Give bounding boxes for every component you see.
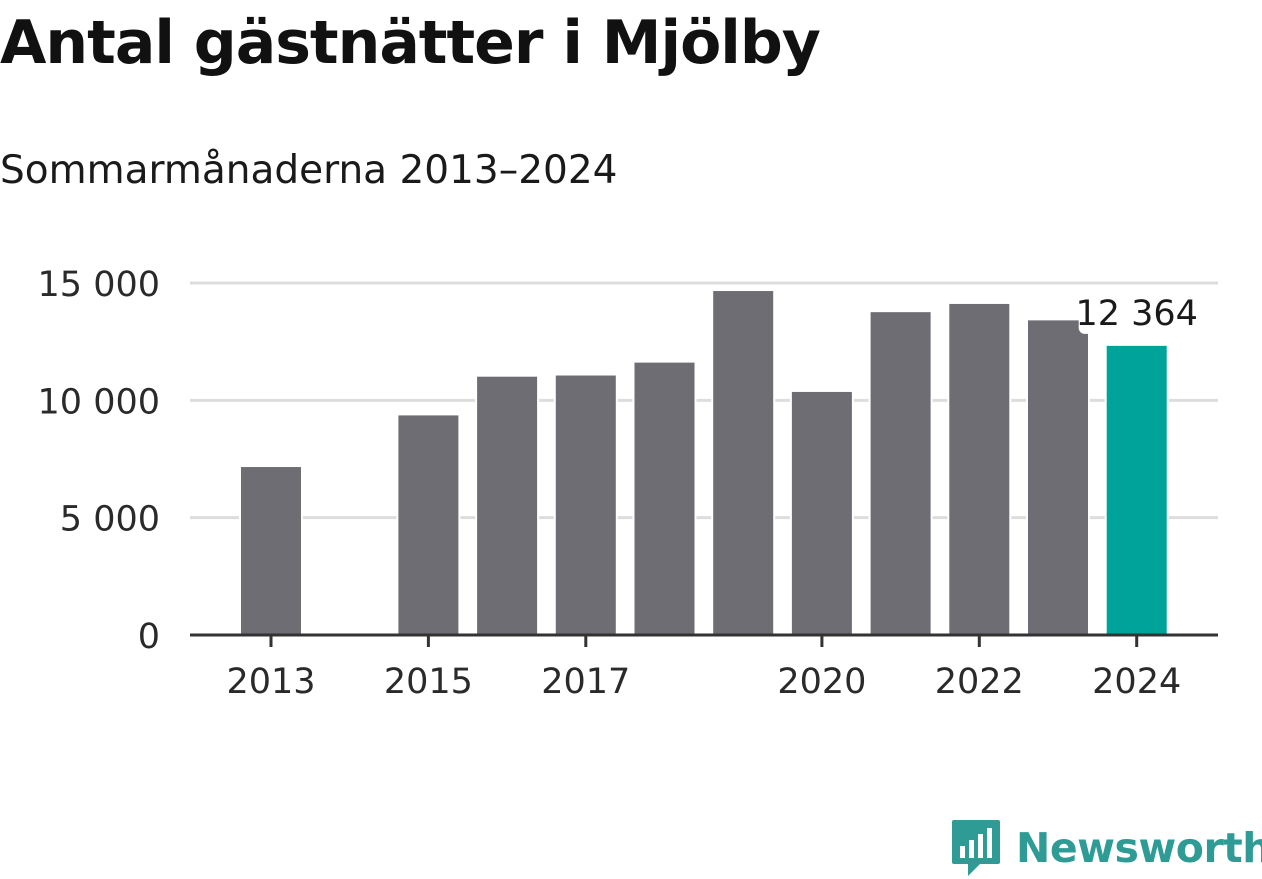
x-tick-label: 2017: [541, 662, 630, 702]
bar: [1026, 318, 1090, 637]
x-tick-label: 2020: [777, 662, 866, 702]
y-tick-label: 5 000: [60, 500, 160, 540]
bar: [553, 373, 618, 637]
y-tick-label: 15 000: [38, 265, 160, 305]
bar: [239, 465, 303, 636]
x-tick-label: 2024: [1092, 662, 1181, 702]
data-label: 12 364: [1075, 294, 1197, 334]
brand-name: Newsworthy: [1016, 824, 1262, 872]
y-tick-label: 0: [138, 617, 160, 657]
bar: [396, 413, 461, 636]
bar-chart: 0 5 000 10 000 15 000 2013 2015 2017 2020 2022 20…: [38, 265, 1218, 702]
bar: [632, 360, 697, 636]
chart-title: Antal gästnätter i Mjölby: [0, 8, 821, 78]
bar: [947, 301, 1012, 637]
bar-highlight: [1104, 343, 1169, 637]
bar: [475, 374, 540, 636]
newsworthy-logo: Newsworthy: [950, 818, 1262, 878]
y-tick-label: 10 000: [38, 382, 160, 422]
x-tick-label: 2022: [935, 662, 1024, 702]
data-label-background: [1078, 291, 1195, 334]
x-tick-label: 2015: [384, 662, 473, 702]
x-tick-label: 2013: [226, 662, 315, 702]
bar-chart-speech-bubble-icon: [952, 820, 1000, 876]
chart-subtitle: Sommarmånaderna 2013–2024: [0, 148, 618, 193]
bar: [789, 389, 854, 636]
bar: [711, 289, 776, 636]
bar: [868, 310, 933, 636]
